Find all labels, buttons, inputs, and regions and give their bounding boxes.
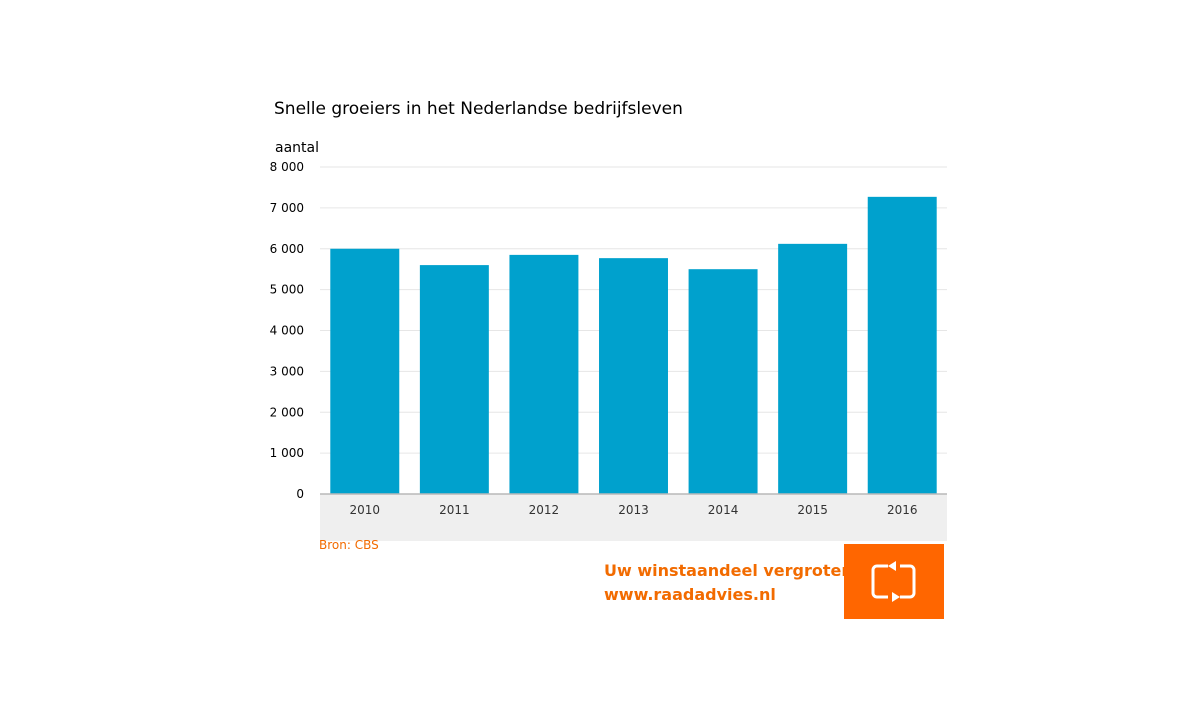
- y-tick-label: 5 000: [270, 283, 304, 297]
- bar-2015[interactable]: [778, 243, 848, 494]
- x-tick-label: 2015: [797, 503, 828, 517]
- y-axis-label: aantal: [275, 140, 319, 156]
- x-tick-label: 2012: [529, 503, 560, 517]
- bar-2010[interactable]: [330, 248, 400, 494]
- logo: [844, 544, 944, 619]
- y-tick-label: 1 000: [270, 446, 304, 460]
- bar-2011[interactable]: [419, 265, 489, 494]
- x-tick-label: 2011: [439, 503, 470, 517]
- source-note: Bron: CBS: [319, 538, 379, 552]
- y-tick-label: 6 000: [270, 242, 304, 256]
- y-tick-label: 8 000: [270, 160, 304, 174]
- bar-2012[interactable]: [509, 254, 579, 494]
- bar-2013[interactable]: [599, 258, 668, 494]
- x-tick-label: 2013: [618, 503, 649, 517]
- y-tick-label: 7 000: [270, 201, 304, 215]
- y-tick-label: 2 000: [270, 405, 304, 419]
- promo-url[interactable]: www.raadadvies.nl: [604, 585, 776, 604]
- chart-title: Snelle groeiers in het Nederlandse bedri…: [274, 99, 683, 119]
- y-tick-label: 4 000: [270, 324, 304, 338]
- bar-2014[interactable]: [688, 269, 758, 494]
- cycle-arrows-icon: [871, 561, 916, 602]
- bar-2016[interactable]: [867, 196, 937, 494]
- x-tick-label: 2010: [350, 503, 381, 517]
- promo-text: Uw winstaandeel vergroten? www.raadadvie…: [604, 559, 862, 607]
- x-tick-label: 2016: [887, 503, 918, 517]
- y-tick-label: 0: [296, 487, 304, 501]
- x-axis-band: [320, 494, 947, 541]
- y-tick-label: 3 000: [270, 364, 304, 378]
- promo-tagline: Uw winstaandeel vergroten?: [604, 561, 863, 580]
- x-tick-label: 2014: [708, 503, 739, 517]
